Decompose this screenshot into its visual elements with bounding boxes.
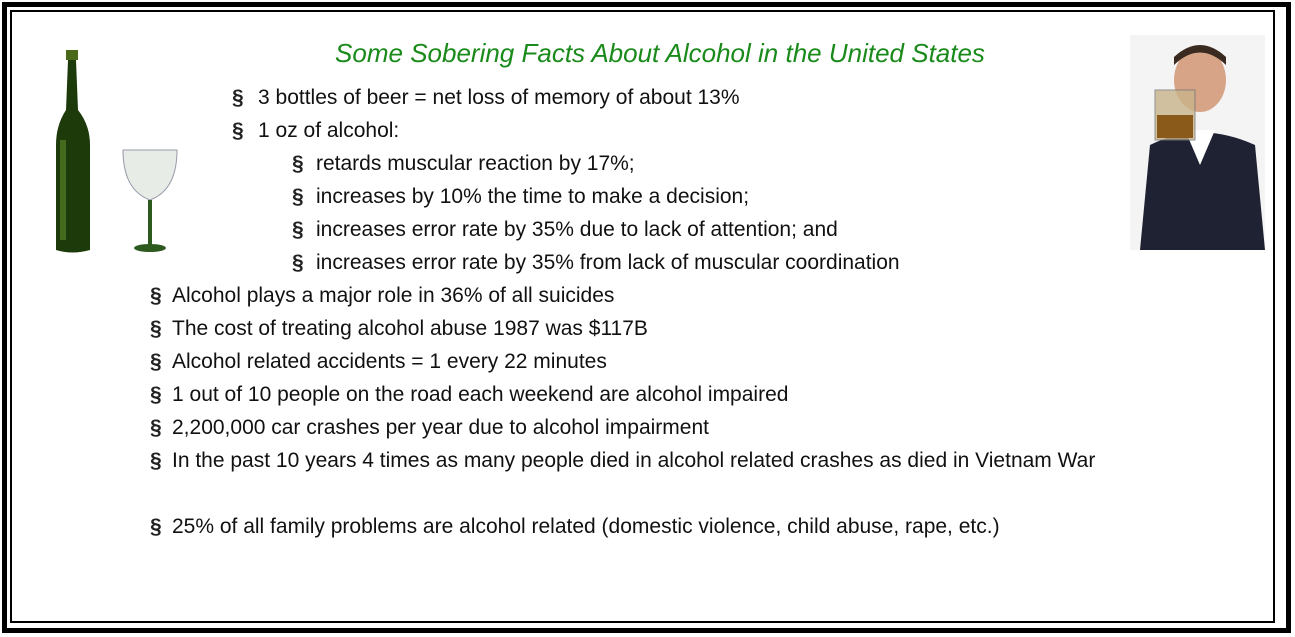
- item-text: 25% of all family problems are alcohol r…: [172, 511, 1272, 543]
- title: Some Sobering Facts About Alcohol in the…: [0, 38, 1295, 69]
- item-text: increases by 10% the time to make a deci…: [316, 181, 1216, 213]
- item-text: The cost of treating alcohol abuse 1987 …: [172, 313, 1272, 345]
- bullet: §: [292, 247, 304, 279]
- bullet: §: [150, 379, 162, 411]
- bullet: §: [292, 214, 304, 246]
- item-text: 3 bottles of beer = net loss of memory o…: [258, 82, 1158, 114]
- bullet: §: [150, 511, 162, 543]
- item-text: increases error rate by 35% due to lack …: [316, 214, 1216, 246]
- item-text: Alcohol related accidents = 1 every 22 m…: [172, 346, 1272, 378]
- bullet: §: [150, 280, 162, 312]
- bullet: §: [150, 412, 162, 444]
- item-text: In the past 10 years 4 times as many peo…: [172, 445, 1272, 477]
- item-text: 2,200,000 car crashes per year due to al…: [172, 412, 1272, 444]
- bullet: §: [150, 313, 162, 345]
- item-text: 1 oz of alcohol:: [258, 115, 1158, 147]
- item-text: increases error rate by 35% from lack of…: [316, 247, 1216, 279]
- bullet: §: [232, 82, 244, 114]
- bullet: §: [150, 346, 162, 378]
- item-text: Alcohol plays a major role in 36% of all…: [172, 280, 1272, 312]
- page: Some Sobering Facts About Alcohol in the…: [0, 0, 1295, 637]
- item-text: retards muscular reaction by 17%;: [316, 148, 1216, 180]
- item-text: 1 out of 10 people on the road each week…: [172, 379, 1272, 411]
- wine-illustration: [50, 50, 190, 260]
- bullet: §: [232, 115, 244, 147]
- bullet: §: [292, 181, 304, 213]
- bullet: §: [150, 445, 162, 477]
- bullet: §: [292, 148, 304, 180]
